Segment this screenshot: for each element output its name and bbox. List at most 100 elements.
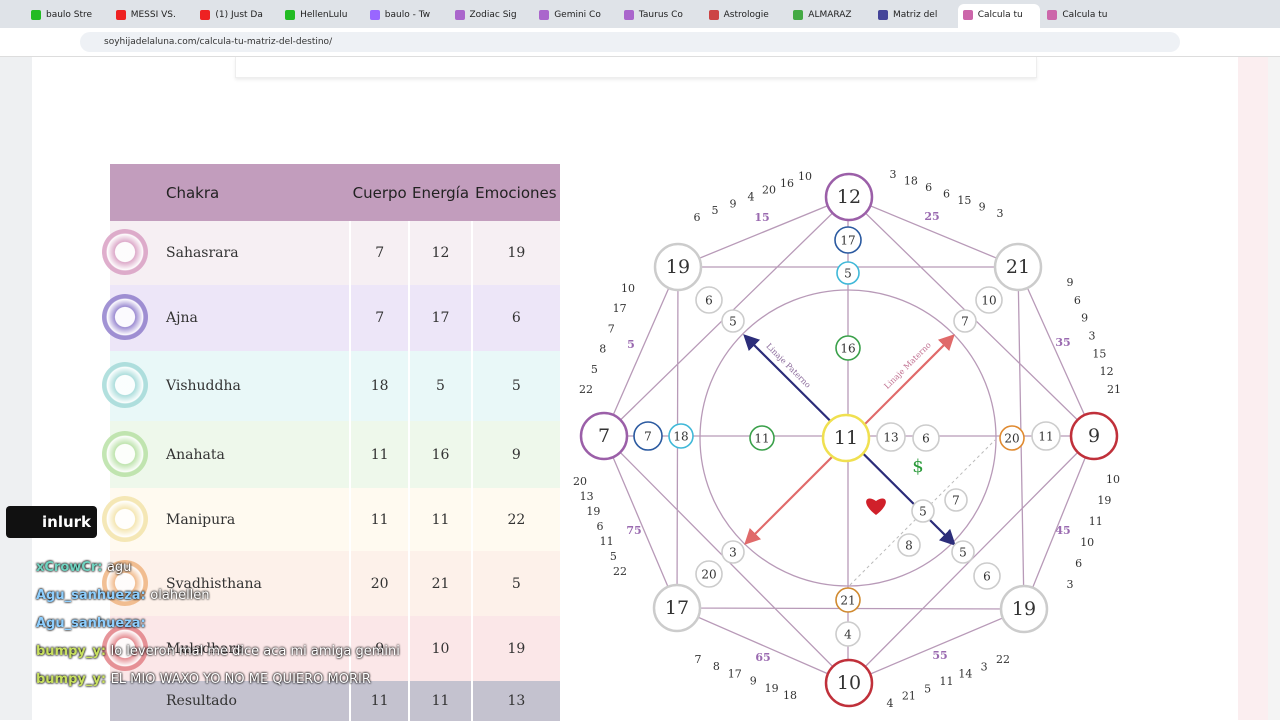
chakra-icon: [102, 229, 148, 275]
edge-number: 9: [1081, 312, 1088, 325]
edge-number: 6: [1075, 557, 1082, 570]
tiktok-badge: inlurk: [6, 506, 98, 538]
address-bar: soyhijadelaluna.com/calcula-tu-matriz-de…: [0, 28, 1280, 57]
cell: 18: [348, 351, 410, 421]
edge-number: 14: [958, 668, 972, 681]
lineage-label: Linaje Paterno: [764, 342, 812, 390]
cell: 9: [348, 616, 410, 681]
node-circle: [993, 242, 1043, 292]
node-label: 19: [666, 256, 690, 278]
cell: 7: [348, 285, 410, 351]
chat-user: Agu_sanhueza:: [36, 588, 146, 603]
node-label: 16: [840, 342, 855, 356]
node-label: 12: [837, 186, 861, 208]
tab[interactable]: MESSI VS.: [111, 4, 193, 28]
cell: 9: [470, 421, 560, 488]
edge-number: 10: [1106, 473, 1120, 486]
tab[interactable]: Taurus Co: [619, 4, 701, 28]
heart-icon: [866, 498, 886, 515]
cell: 20: [348, 551, 410, 616]
cell: 17: [408, 285, 472, 351]
node-circle: [835, 587, 861, 613]
column-header: Energía: [409, 164, 472, 221]
tab[interactable]: baulo Stre: [26, 4, 108, 28]
node-circle: [835, 621, 861, 647]
edge-number: 9: [750, 675, 757, 688]
cell: 7: [348, 221, 410, 285]
cell: 11: [408, 488, 472, 551]
chat-user: bumpy_y:: [36, 644, 107, 659]
chat-message: bumpy_y: EL MIO WAXO YO NO ME QUIERO MOR…: [0, 666, 460, 694]
edge-number: 18: [904, 175, 918, 188]
chat-text: EL MIO WAXO YO NO ME QUIERO MORIR: [110, 672, 371, 687]
node-label: 18: [673, 430, 688, 444]
edge-number: 19: [1097, 494, 1111, 507]
node-label: 8: [905, 539, 913, 553]
chakra-icon: [102, 362, 148, 408]
table-row: Resultado 11 11 13: [110, 681, 560, 721]
age-label: 75: [626, 524, 641, 537]
node-circle: [821, 413, 871, 463]
cell: 19: [470, 221, 560, 285]
node-label: 5: [919, 505, 927, 519]
tab[interactable]: Astrologie: [704, 4, 786, 28]
edge-number: 20: [573, 475, 587, 488]
node-circle: [973, 562, 1001, 590]
tab[interactable]: Gemini Co: [534, 4, 616, 28]
edge-number: 9: [979, 201, 986, 214]
edge-number: 3: [1089, 330, 1096, 343]
node-circle: [824, 658, 874, 708]
tab-strip: baulo Stre MESSI VS. (1) Just Da HellenLulu…: [0, 0, 1280, 28]
edge-number: 11: [600, 535, 614, 548]
cell: 13: [470, 681, 560, 721]
chat-message: Agu_sanhueza:: [0, 610, 460, 638]
edge-number: 8: [599, 343, 606, 356]
chakra-icon: [102, 624, 148, 671]
node-circle: [876, 422, 906, 452]
cell: 10: [408, 616, 472, 681]
tab[interactable]: Matriz del: [873, 4, 955, 28]
node-label: 21: [840, 594, 855, 608]
chat-text: lo leveron mal me dice aca mi amiga gemi…: [110, 644, 400, 659]
table-row: Ajna 7 17 6: [102, 285, 560, 351]
edge-number: 3: [997, 207, 1004, 220]
edge-number: 19: [765, 682, 779, 695]
node-label: 13: [883, 431, 898, 445]
url[interactable]: soyhijadelaluna.com/calcula-tu-matriz-de…: [80, 32, 1180, 52]
scrollbar[interactable]: [1268, 57, 1280, 720]
tab[interactable]: Calcula tu: [1042, 4, 1124, 28]
edge-number: 5: [591, 363, 598, 376]
edge-number: 17: [728, 667, 742, 680]
age-label: 25: [924, 210, 939, 223]
cell: 11: [348, 421, 410, 488]
node-label: 10: [837, 672, 861, 694]
node-circle: [897, 533, 921, 557]
node-circle: [668, 423, 694, 449]
edge-number: 6: [925, 181, 932, 194]
cell: 21: [408, 551, 472, 616]
chakra-name: Anahata: [102, 421, 350, 488]
chat-message: Agu_sanhueza: olahellen: [0, 582, 460, 610]
edge-number: 8: [713, 660, 720, 673]
node-label: 5: [729, 315, 737, 329]
tab[interactable]: baulo - Tw: [365, 4, 447, 28]
chakra-name: Muladhara: [102, 616, 350, 681]
edge-number: 5: [924, 682, 931, 695]
tab[interactable]: (1) Just Da: [195, 4, 277, 28]
chakra-name: Sahasrara: [102, 221, 350, 285]
edge-number: 9: [1067, 276, 1074, 289]
tab[interactable]: HellenLulu: [280, 4, 362, 28]
node-label: 6: [705, 294, 713, 308]
edge-number: 15: [957, 194, 971, 207]
tab[interactable]: ALMARAZ: [788, 4, 870, 28]
chakra-name: Svadhisthana: [102, 551, 350, 616]
node-label: 11: [1038, 430, 1053, 444]
edge-number: 7: [695, 653, 702, 666]
tab[interactable]: Calcula tu: [957, 4, 1040, 28]
tab[interactable]: Zodiac Sig: [450, 4, 532, 28]
node-circle: [975, 286, 1003, 314]
edge-number: 11: [940, 675, 954, 688]
node-label: 20: [701, 568, 716, 582]
node-label: 11: [834, 427, 858, 449]
